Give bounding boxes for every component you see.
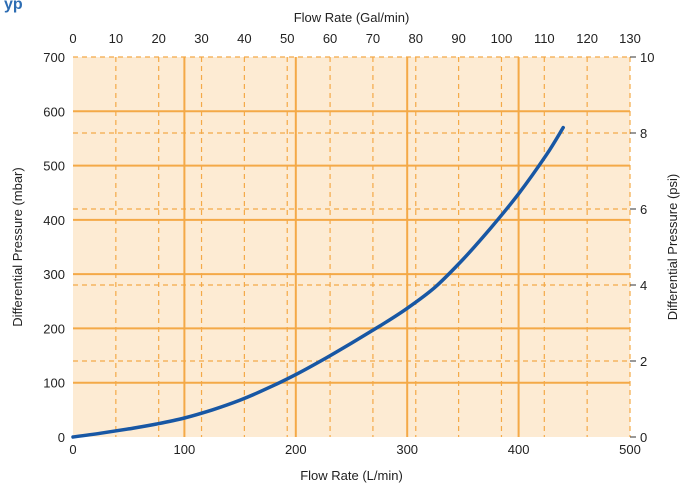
pressure-curve bbox=[71, 125, 565, 439]
y-tick-label: 100 bbox=[43, 376, 65, 391]
y-tick-label: 0 bbox=[58, 430, 65, 445]
top-tick-label: 50 bbox=[280, 31, 294, 46]
y-tick-label: 700 bbox=[43, 50, 65, 65]
right-tick-label: 10 bbox=[640, 50, 654, 65]
top-tick-label: 80 bbox=[409, 31, 423, 46]
right-tick-label: 2 bbox=[640, 354, 647, 369]
y-tick-label: 500 bbox=[43, 159, 65, 174]
right-tick-label: 8 bbox=[640, 126, 647, 141]
y-tick-label: 600 bbox=[43, 104, 65, 119]
x-tick-label: 400 bbox=[508, 442, 530, 457]
top-tick-label: 40 bbox=[237, 31, 251, 46]
x-tick-label: 200 bbox=[285, 442, 307, 457]
y-tick-label: 400 bbox=[43, 213, 65, 228]
top-tick-label: 110 bbox=[534, 31, 555, 46]
top-axis-title: Flow Rate (Gal/min) bbox=[294, 10, 410, 25]
top-tick-label: 10 bbox=[109, 31, 123, 46]
top-tick-label: 100 bbox=[491, 31, 513, 46]
x-axis-title: Flow Rate (L/min) bbox=[300, 468, 403, 483]
top-tick-label: 0 bbox=[69, 31, 76, 46]
top-tick-label: 130 bbox=[619, 31, 641, 46]
corner-heading-fragment: yp bbox=[4, 0, 23, 13]
y-axis-title: Differential Pressure (mbar) bbox=[10, 167, 25, 326]
top-tick-label: 90 bbox=[451, 31, 465, 46]
plot-background bbox=[73, 57, 630, 437]
top-tick-label: 70 bbox=[366, 31, 380, 46]
x-tick-label: 300 bbox=[396, 442, 418, 457]
right-tick-label: 4 bbox=[640, 278, 647, 293]
x-tick-label: 0 bbox=[69, 442, 76, 457]
x-tick-label: 100 bbox=[174, 442, 196, 457]
right-tick-label: 0 bbox=[640, 430, 647, 445]
y-tick-label: 200 bbox=[43, 321, 65, 336]
top-tick-label: 120 bbox=[576, 31, 598, 46]
top-tick-label: 30 bbox=[194, 31, 208, 46]
x-tick-label: 500 bbox=[619, 442, 641, 457]
right-axis-title: Differential Pressure (psi) bbox=[665, 174, 680, 320]
top-tick-label: 20 bbox=[151, 31, 165, 46]
grid-layer bbox=[73, 56, 631, 437]
right-tick-label: 6 bbox=[640, 202, 647, 217]
series-layer bbox=[71, 125, 565, 439]
y-tick-label: 300 bbox=[43, 267, 65, 282]
top-tick-label: 60 bbox=[323, 31, 337, 46]
